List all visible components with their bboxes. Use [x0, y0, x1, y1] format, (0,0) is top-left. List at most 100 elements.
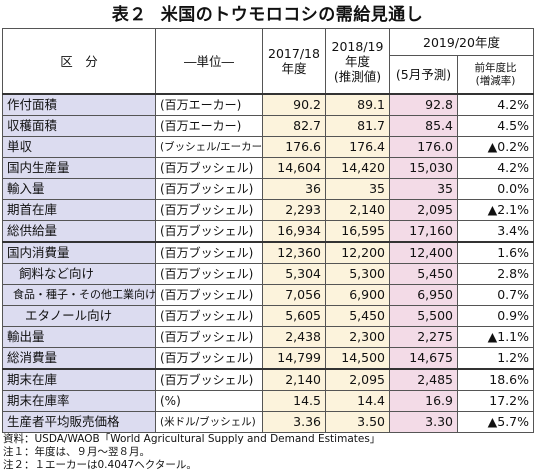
- header-2017-18-year: 2017/18 年度: [268, 46, 320, 76]
- row-value-2018: 5,450: [325, 305, 390, 327]
- row-unit: (%): [155, 390, 263, 412]
- source-note: 資料：USDA/WAOB「World Agricultural Supply a…: [3, 433, 381, 445]
- row-change: ▲2.1%: [457, 199, 534, 221]
- row-unit: (百万ブッシェル): [155, 241, 263, 264]
- row-value-2017: 2,438: [262, 326, 326, 348]
- row-value-2019: 5,450: [389, 263, 458, 285]
- row-value-2019: 2,275: [389, 326, 458, 348]
- row-item: 飼料など向け: [2, 263, 156, 285]
- row-unit: (百万ブッシェル): [155, 326, 263, 348]
- row-change: ▲0.2%: [457, 136, 534, 158]
- row-item: 輸出量: [2, 326, 156, 348]
- row-value-2019: 17,160: [389, 220, 458, 243]
- table-number: 表２: [111, 5, 147, 25]
- row-value-2018: 81.7: [325, 115, 390, 137]
- table-row: 国内消費量 (百万ブッシェル) 12,360 12,200 12,400 1.6…: [2, 241, 534, 264]
- row-value-2018: 176.4: [325, 136, 390, 158]
- row-change: 1.6%: [457, 241, 534, 264]
- row-value-2018: 14,420: [325, 157, 390, 179]
- row-change: ▲1.1%: [457, 326, 534, 348]
- row-value-2019: 16.9: [389, 390, 458, 412]
- row-unit: (百万エーカー): [155, 115, 263, 137]
- row-value-2019: 6,950: [389, 284, 458, 306]
- row-change: 2.8%: [457, 263, 534, 285]
- table-row: 食品・種子・その他工業向け (百万ブッシェル) 7,056 6,900 6,95…: [2, 284, 534, 306]
- row-unit: (百万ブッシェル): [155, 178, 263, 200]
- row-value-2018: 6,900: [325, 284, 390, 306]
- row-value-2019: 12,400: [389, 241, 458, 264]
- row-change: 3.4%: [457, 220, 534, 243]
- row-unit: (百万ブッシェル): [155, 157, 263, 179]
- header-yoy: 前年度比 (増減率): [457, 55, 534, 95]
- row-value-2017: 2,140: [262, 368, 326, 391]
- row-value-2019: 92.8: [389, 93, 458, 116]
- table-row: 総消費量 (百万ブッシェル) 14,799 14,500 14,675 1.2%: [2, 347, 534, 370]
- row-item: 国内消費量: [2, 241, 156, 264]
- row-unit: (ブッシェル/エーカー): [155, 136, 263, 158]
- row-value-2017: 5,605: [262, 305, 326, 327]
- row-value-2018: 16,595: [325, 220, 390, 243]
- row-value-2018: 3.50: [325, 411, 390, 433]
- supply-demand-table: 区 分 ―単位― 2017/18 年度 2018/19 年度 (推測値) 201…: [2, 28, 534, 433]
- row-change: 18.6%: [457, 368, 534, 391]
- row-value-2019: 14,675: [389, 347, 458, 370]
- row-value-2017: 16,934: [262, 220, 326, 243]
- row-item: エタノール向け: [2, 305, 156, 327]
- page-title: 表２ 米国のトウモロコシの需給見通し: [0, 5, 535, 25]
- row-value-2019: 85.4: [389, 115, 458, 137]
- row-value-2018: 5,300: [325, 263, 390, 285]
- header-yoy-note: (増減率): [475, 74, 516, 87]
- header-item: 区 分: [2, 28, 156, 95]
- table-row: 輸出量 (百万ブッシェル) 2,438 2,300 2,275 ▲1.1%: [2, 326, 534, 348]
- row-value-2017: 14,604: [262, 157, 326, 179]
- header-2018-19-year: 2018/19: [331, 38, 384, 54]
- header-unit: ―単位―: [155, 28, 263, 95]
- row-value-2019: 2,095: [389, 199, 458, 221]
- row-value-2018: 2,095: [325, 368, 390, 391]
- table-row: 作付面積 (百万エーカー) 90.2 89.1 92.8 4.2%: [2, 93, 534, 116]
- row-value-2019: 3.30: [389, 411, 458, 433]
- row-unit: (百万ブッシェル): [155, 199, 263, 221]
- row-unit: (百万ブッシェル): [155, 347, 263, 370]
- table-row: 国内生産量 (百万ブッシェル) 14,604 14,420 15,030 4.2…: [2, 157, 534, 179]
- row-value-2018: 2,300: [325, 326, 390, 348]
- row-item: 総消費量: [2, 347, 156, 370]
- header-2018-19: 2018/19 年度 (推測値): [325, 28, 390, 95]
- row-unit: (百万ブッシェル): [155, 284, 263, 306]
- footnote-2: 注２：１エーカーは0.4047ヘクタール。: [3, 459, 197, 471]
- row-value-2019: 35: [389, 178, 458, 200]
- row-item: 作付面積: [2, 93, 156, 116]
- table-row: 単収 (ブッシェル/エーカー) 176.6 176.4 176.0 ▲0.2%: [2, 136, 534, 158]
- table-row: 総供給量 (百万ブッシェル) 16,934 16,595 17,160 3.4%: [2, 220, 534, 243]
- table-title: 米国のトウモロコシの需給見通し: [160, 5, 424, 25]
- row-change: 4.2%: [457, 157, 534, 179]
- row-item: 単収: [2, 136, 156, 158]
- row-change: 4.2%: [457, 93, 534, 116]
- row-value-2017: 7,056: [262, 284, 326, 306]
- table-row: 期末在庫 (百万ブッシェル) 2,140 2,095 2,485 18.6%: [2, 368, 534, 391]
- row-value-2017: 90.2: [262, 93, 326, 116]
- row-unit: (百万ブッシェル): [155, 368, 263, 391]
- row-unit: (米ドル/ブッシェル): [155, 411, 263, 433]
- header-2018-19-note: (推測値): [333, 68, 382, 84]
- row-value-2018: 14.4: [325, 390, 390, 412]
- row-item: 期末在庫率: [2, 390, 156, 412]
- row-item: 総供給量: [2, 220, 156, 243]
- row-value-2018: 89.1: [325, 93, 390, 116]
- table-row: 飼料など向け (百万ブッシェル) 5,304 5,300 5,450 2.8%: [2, 263, 534, 285]
- row-value-2017: 5,304: [262, 263, 326, 285]
- row-value-2017: 14,799: [262, 347, 326, 370]
- row-item: 食品・種子・その他工業向け: [2, 284, 156, 306]
- row-change: 4.5%: [457, 115, 534, 137]
- row-value-2018: 35: [325, 178, 390, 200]
- row-unit: (百万ブッシェル): [155, 305, 263, 327]
- row-change: 17.2%: [457, 390, 534, 412]
- row-value-2018: 2,140: [325, 199, 390, 221]
- row-value-2017: 82.7: [262, 115, 326, 137]
- table-row: 期首在庫 (百万ブッシェル) 2,293 2,140 2,095 ▲2.1%: [2, 199, 534, 221]
- row-change: 0.0%: [457, 178, 534, 200]
- row-unit: (百万ブッシェル): [155, 220, 263, 243]
- row-item: 期末在庫: [2, 368, 156, 391]
- row-value-2017: 3.36: [262, 411, 326, 433]
